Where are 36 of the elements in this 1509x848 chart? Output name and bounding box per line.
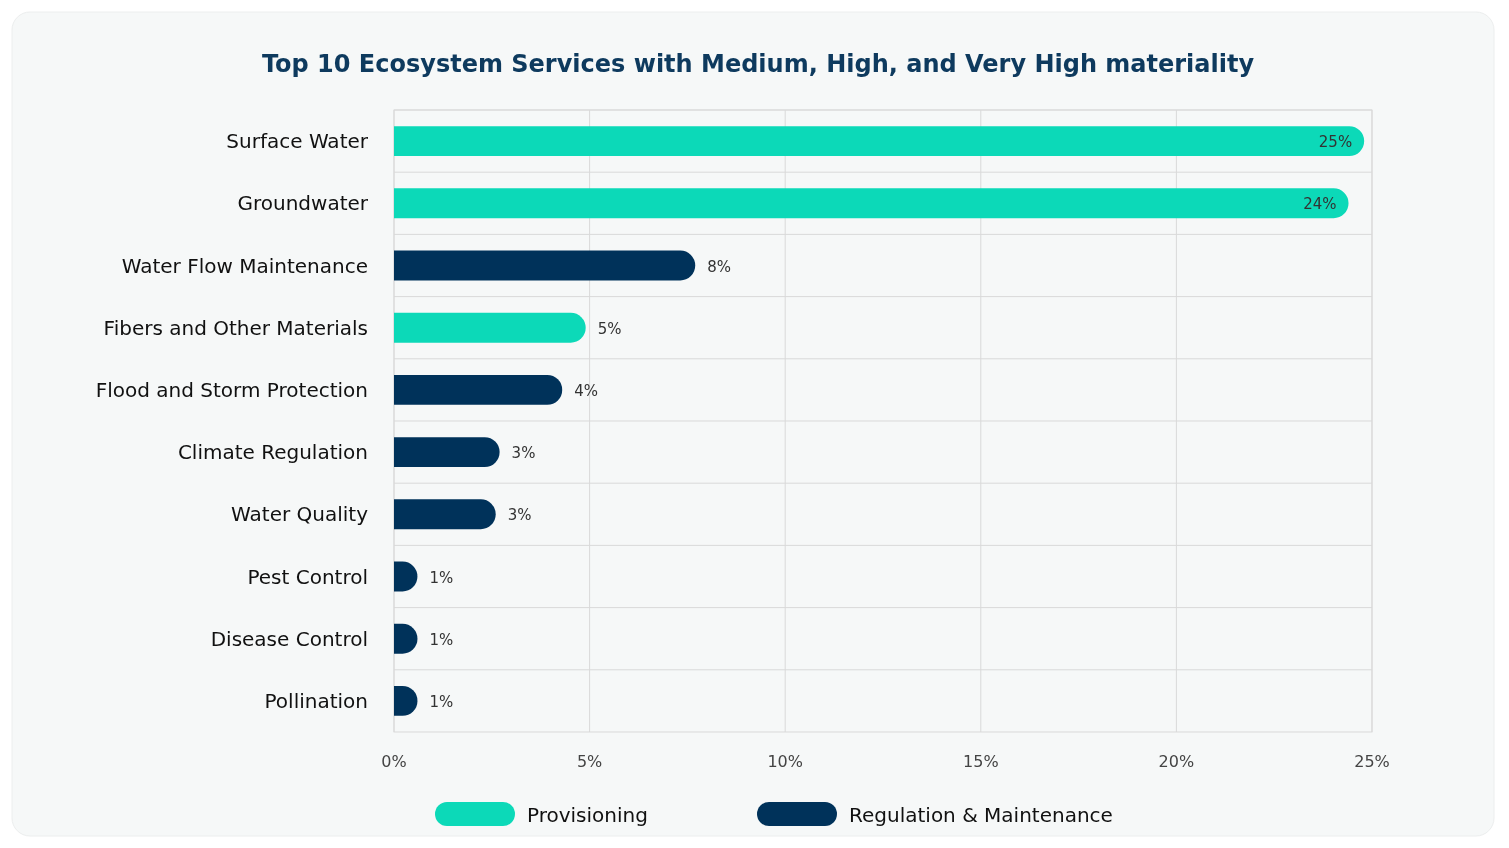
legend-label: Provisioning (527, 803, 648, 827)
data-label: 5% (597, 319, 622, 338)
x-tick-label: 15% (963, 752, 999, 771)
y-tick-label: Disease Control (210, 626, 368, 651)
bar (394, 126, 1365, 157)
bar (394, 250, 696, 281)
data-label: 25% (1318, 133, 1353, 152)
data-label: 8% (707, 257, 732, 276)
y-tick-label: Climate Regulation (177, 440, 368, 465)
y-tick-label: Fibers and Other Materials (103, 315, 368, 340)
x-tick-label: 0% (381, 752, 407, 771)
bar (394, 499, 496, 530)
y-tick-label: Groundwater (237, 191, 369, 216)
y-tick-label: Water Quality (231, 502, 369, 527)
data-label: 4% (574, 381, 599, 400)
x-tick-label: 20% (1158, 752, 1195, 771)
x-tick-label: 5% (576, 752, 603, 771)
x-tick-label: 10% (767, 752, 803, 771)
y-tick-label: Pollination (264, 688, 368, 713)
y-tick-label: Pest Control (247, 564, 368, 589)
x-tick-label: 25% (1354, 752, 1390, 771)
y-tick-label: Surface Water (226, 129, 369, 154)
data-label: 3% (507, 506, 532, 525)
legend-label: Regulation & Maintenance (849, 803, 1113, 827)
data-label: 1% (429, 568, 454, 587)
data-label: 1% (429, 630, 454, 649)
data-label: 24% (1303, 195, 1337, 214)
bar (394, 374, 563, 405)
bar (394, 312, 586, 343)
data-label: 3% (511, 444, 536, 463)
data-label: 1% (429, 692, 454, 711)
chart-title: Top 10 Ecosystem Services with Medium, High, and Very High materiality (261, 50, 1255, 78)
bar (394, 437, 500, 468)
y-tick-label: Water Flow Maintenance (121, 253, 368, 278)
y-tick-label: Flood and Storm Protection (95, 377, 368, 402)
bar (394, 188, 1349, 219)
